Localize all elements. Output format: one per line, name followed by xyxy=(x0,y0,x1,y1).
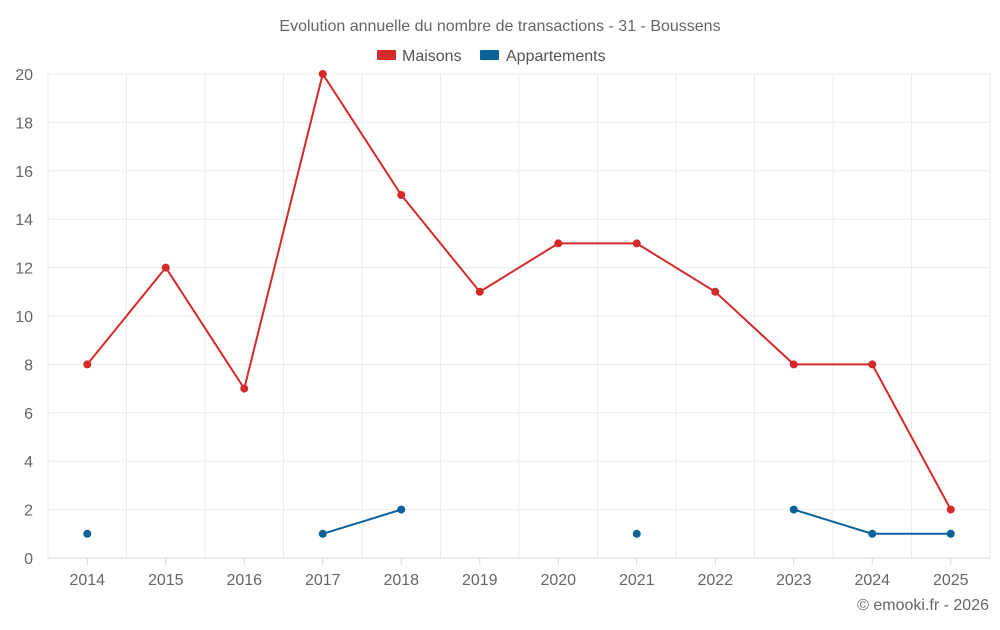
chart-title: Evolution annuelle du nombre de transact… xyxy=(279,18,720,35)
data-point-appartements-2025[interactable] xyxy=(946,529,955,538)
y-tick-label: 12 xyxy=(15,261,33,278)
x-tick-label: 2025 xyxy=(933,572,969,589)
credit-text: © emooki.fr - 2026 xyxy=(857,597,989,614)
data-point-appartements-2024[interactable] xyxy=(868,529,877,538)
axes: 0 2 4 6 8 10 12 14 16 18 20 2014 2015 2016 2017 2018 201… xyxy=(15,67,990,589)
x-tick-label: 2017 xyxy=(305,572,341,589)
grid xyxy=(47,73,991,558)
data-point-maisons-2025[interactable] xyxy=(946,505,955,514)
legend-swatch-maisons[interactable] xyxy=(377,50,396,60)
y-tick-label: 16 xyxy=(15,164,33,181)
data-point-appartements-2017[interactable] xyxy=(318,529,327,538)
y-tick-label: 4 xyxy=(24,454,33,471)
series-layer xyxy=(83,70,955,538)
y-tick-label: 8 xyxy=(24,357,33,374)
x-tick-label: 2019 xyxy=(462,572,498,589)
series-line-maisons xyxy=(86,73,952,511)
data-point-appartements-2018[interactable] xyxy=(397,505,406,514)
series-appartements xyxy=(83,505,955,538)
y-tick-label: 10 xyxy=(15,309,33,326)
series-line-appartements xyxy=(321,508,403,535)
y-tick-label: 18 xyxy=(15,115,33,132)
x-tick-label: 2015 xyxy=(148,572,184,589)
y-tick-label: 14 xyxy=(15,212,33,229)
x-tick-label: 2014 xyxy=(69,572,105,589)
series-maisons xyxy=(83,70,955,514)
x-tick-label: 2022 xyxy=(697,572,733,589)
x-tick-label: 2020 xyxy=(540,572,576,589)
data-point-maisons-2017[interactable] xyxy=(318,70,327,78)
data-point-maisons-2020[interactable] xyxy=(554,239,563,248)
data-point-appartements-2014[interactable] xyxy=(83,529,92,538)
data-point-maisons-2023[interactable] xyxy=(789,360,798,369)
x-tick-label: 2023 xyxy=(776,572,812,589)
data-point-maisons-2021[interactable] xyxy=(632,239,641,248)
y-tick-label: 2 xyxy=(24,503,33,520)
legend-label-maisons[interactable]: Maisons xyxy=(402,48,462,65)
data-point-maisons-2014[interactable] xyxy=(83,360,92,369)
legend-label-appartements[interactable]: Appartements xyxy=(506,48,606,65)
data-point-appartements-2023[interactable] xyxy=(789,505,798,514)
x-tick-label: 2016 xyxy=(226,572,262,589)
y-tick-label: 6 xyxy=(24,406,33,423)
x-tick-label: 2021 xyxy=(619,572,655,589)
data-point-maisons-2022[interactable] xyxy=(711,287,720,296)
data-point-maisons-2015[interactable] xyxy=(161,263,170,272)
data-point-maisons-2024[interactable] xyxy=(868,360,877,369)
legend-swatch-appartements[interactable] xyxy=(480,50,499,60)
x-tick-label: 2018 xyxy=(383,572,419,589)
y-tick-label: 0 xyxy=(24,551,33,568)
data-point-maisons-2019[interactable] xyxy=(475,287,484,296)
y-tick-label: 20 xyxy=(15,67,33,84)
x-tick-label: 2024 xyxy=(854,572,890,589)
data-point-appartements-2021[interactable] xyxy=(632,529,641,538)
legend: Maisons Appartements xyxy=(377,48,606,65)
data-point-maisons-2016[interactable] xyxy=(240,384,249,393)
data-point-maisons-2018[interactable] xyxy=(397,191,406,199)
